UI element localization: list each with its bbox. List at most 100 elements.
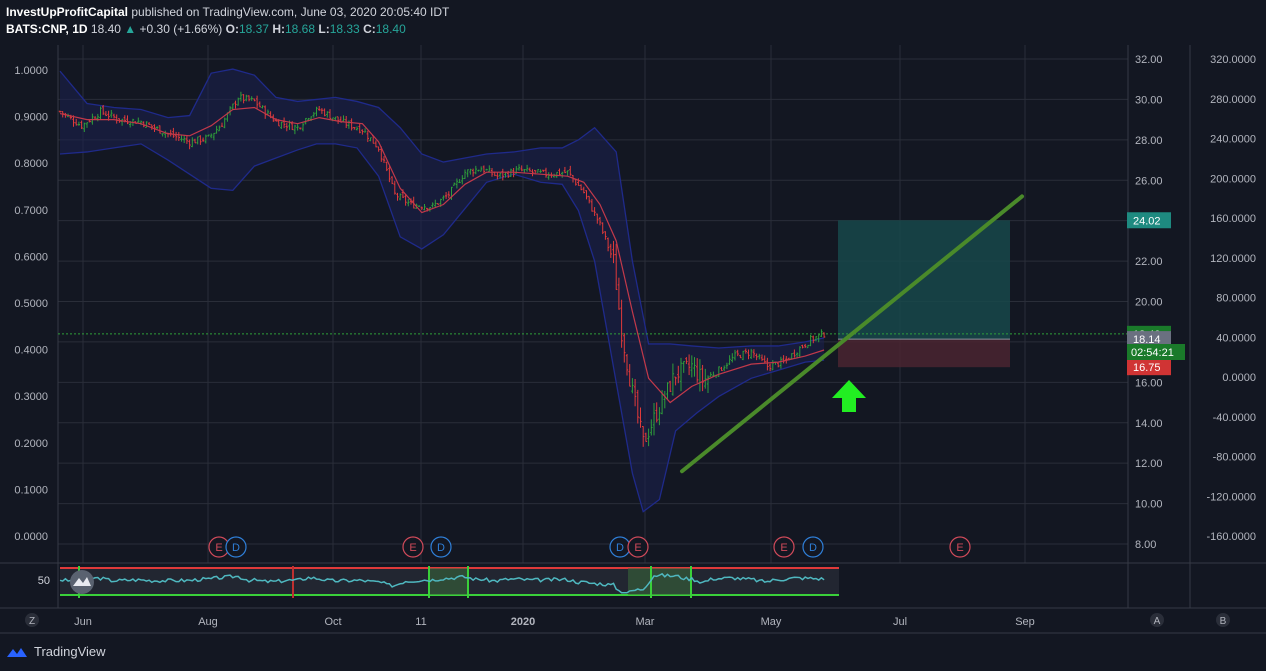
time-axis-tick: Mar (636, 616, 655, 628)
candle-bar (639, 407, 642, 428)
candle-bar (482, 165, 486, 174)
dividend-event-icon[interactable]: D (802, 536, 824, 558)
candle-bar (706, 375, 710, 394)
candle-bar (617, 277, 621, 310)
price-change: +0.30 (+1.66%) (139, 22, 223, 36)
candle-bar (174, 131, 178, 141)
candle-bar (199, 135, 202, 145)
target-zone (838, 220, 1010, 340)
candle-bar (569, 165, 572, 176)
candle-bar (161, 133, 164, 137)
time-axis-tick: Aug (198, 616, 218, 628)
candle-bar (814, 336, 818, 342)
candle-bar (382, 156, 386, 164)
candle-bar (606, 237, 610, 252)
time-axis-tick: Oct (324, 616, 341, 628)
candle-bar (642, 426, 645, 447)
band-fill (60, 69, 825, 512)
earnings-event-icon[interactable]: E (402, 536, 424, 558)
candle-bar (517, 164, 521, 171)
candle-bar (77, 121, 81, 126)
price-axis-tick: 32.00 (1135, 54, 1163, 66)
candle-bar (669, 380, 672, 392)
corner-button-label: Z (29, 616, 35, 627)
candle-bar (760, 354, 764, 362)
candle-bar (542, 169, 545, 172)
dividend-event-icon[interactable]: D (430, 536, 452, 558)
long-position-tool[interactable] (58, 220, 1128, 368)
candle-bar (793, 349, 796, 358)
event-marker-circle (802, 536, 824, 558)
price-label-text: 16.75 (1133, 362, 1161, 374)
price-axis-tick: 20.00 (1135, 297, 1163, 309)
event-marker-letter: E (956, 542, 963, 554)
candle-bar (547, 172, 550, 180)
corner-button-bg (1150, 613, 1164, 627)
earnings-event-icon[interactable]: E (949, 536, 971, 558)
candle-bar (485, 168, 488, 171)
candle-bar (390, 176, 394, 185)
drawings[interactable] (680, 194, 1024, 474)
earnings-event-icon[interactable]: E (773, 536, 795, 558)
candle-bar (623, 333, 626, 363)
candle-bar (739, 354, 742, 359)
candle-bar (469, 168, 472, 175)
dividend-event-icon[interactable]: D (609, 536, 631, 558)
candle-bar (366, 130, 369, 143)
ohlc-legend: BATS:CNP, 1D 18.40 ▲ +0.30 (+1.66%) O:18… (6, 22, 406, 36)
candle-bar (717, 366, 720, 377)
candle-bar (812, 335, 815, 344)
price-axis-tick: 28.00 (1135, 135, 1163, 147)
earnings-event-icon[interactable]: E (627, 536, 649, 558)
candle-bar (752, 349, 756, 358)
candle-bar (755, 353, 758, 361)
rsi-logo-icon (70, 570, 94, 594)
event-marker-circle (949, 536, 971, 558)
candle-bar (728, 355, 731, 365)
time-axis-tick: Sep (1015, 616, 1035, 628)
earnings-event-icon[interactable]: E (208, 536, 230, 558)
far-axis-tick: 120.0000 (1210, 253, 1256, 265)
event-marker-letter: D (437, 542, 445, 554)
candle-bar (93, 116, 97, 119)
time-axis-tick: 11 (415, 616, 426, 628)
footer-brand[interactable]: TradingView (6, 644, 106, 659)
candle-bar (453, 182, 456, 186)
price-label: 24.02 (1127, 212, 1171, 229)
left-axis-tick: 0.7000 (14, 205, 48, 217)
candle-bar (644, 432, 648, 442)
dividend-event-icon[interactable]: D (225, 536, 247, 558)
candle-bar (407, 198, 410, 207)
candle-bar (204, 134, 207, 144)
candle-bar (647, 428, 650, 447)
candle-bar (685, 357, 688, 365)
publisher-name[interactable]: InvestUpProfitCapital (6, 5, 129, 19)
candle-bar (463, 169, 467, 179)
candle-bar (312, 111, 315, 118)
trendline (680, 194, 1024, 474)
candle-bar (620, 299, 623, 348)
left-axis-tick: 0.0000 (14, 531, 48, 543)
event-marker-letter: E (215, 542, 222, 554)
candle-bar (234, 100, 237, 109)
price-axis-tick: 8.00 (1135, 539, 1156, 551)
candle-bar (374, 140, 378, 148)
candle-bar (245, 94, 248, 102)
candle-bar (323, 108, 326, 117)
candle-bar (693, 357, 696, 377)
candle-bar (385, 161, 388, 172)
low-label: L: (318, 22, 330, 36)
price-label: 18.14 (1127, 331, 1171, 348)
candle-bar (801, 344, 804, 349)
symbol-label[interactable]: BATS:CNP, 1D (6, 22, 88, 36)
far-axis-tick: 0.0000 (1222, 372, 1256, 384)
event-marker-letter: E (634, 542, 641, 554)
candle-bar (299, 127, 302, 130)
candle-bar (636, 389, 639, 424)
candle-bar (758, 353, 761, 360)
far-axis-tick: 200.0000 (1210, 173, 1256, 185)
published-text: published on TradingView.com, June 03, 2… (131, 5, 450, 19)
far-axis-tick: 280.0000 (1210, 94, 1256, 106)
